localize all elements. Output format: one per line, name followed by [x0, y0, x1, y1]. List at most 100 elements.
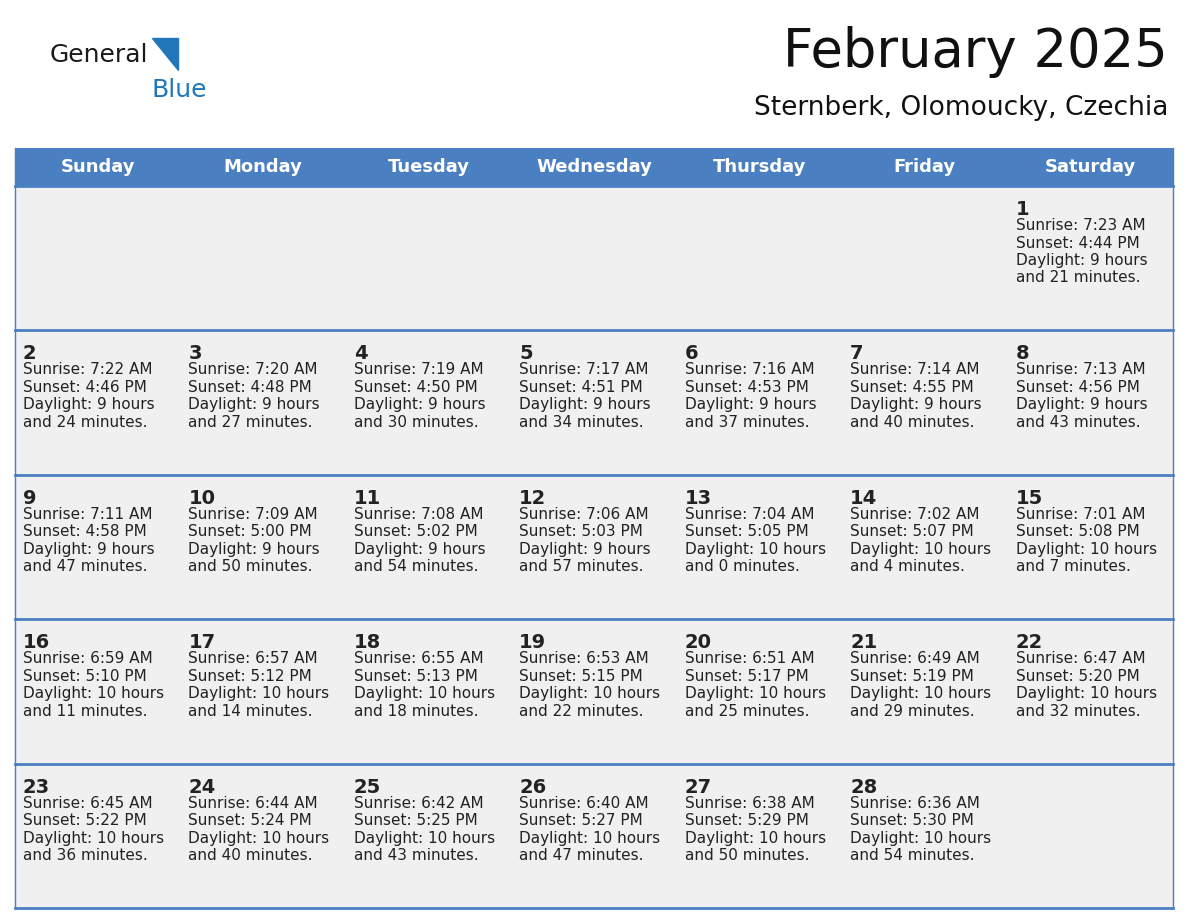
Text: and 43 minutes.: and 43 minutes.: [354, 848, 479, 863]
Text: Sunrise: 7:02 AM: Sunrise: 7:02 AM: [851, 507, 980, 521]
Text: Sunset: 5:27 PM: Sunset: 5:27 PM: [519, 813, 643, 828]
Text: Sunset: 4:56 PM: Sunset: 4:56 PM: [1016, 380, 1139, 395]
Text: Sunrise: 6:57 AM: Sunrise: 6:57 AM: [189, 651, 318, 666]
Text: Daylight: 9 hours: Daylight: 9 hours: [23, 542, 154, 557]
Text: Sunset: 5:15 PM: Sunset: 5:15 PM: [519, 668, 643, 684]
Text: Daylight: 10 hours: Daylight: 10 hours: [1016, 542, 1157, 557]
Text: 6: 6: [684, 344, 699, 364]
Text: Sunset: 5:12 PM: Sunset: 5:12 PM: [189, 668, 312, 684]
Text: Daylight: 9 hours: Daylight: 9 hours: [189, 542, 320, 557]
Text: Sunrise: 7:16 AM: Sunrise: 7:16 AM: [684, 363, 814, 377]
Text: Sunset: 5:22 PM: Sunset: 5:22 PM: [23, 813, 147, 828]
Text: Wednesday: Wednesday: [536, 158, 652, 176]
Text: 8: 8: [1016, 344, 1029, 364]
Text: 19: 19: [519, 633, 546, 652]
Text: 13: 13: [684, 488, 712, 508]
Text: Daylight: 10 hours: Daylight: 10 hours: [519, 831, 661, 845]
Text: Sunset: 4:53 PM: Sunset: 4:53 PM: [684, 380, 809, 395]
Text: 23: 23: [23, 778, 50, 797]
Bar: [15, 620, 1173, 764]
Text: Sunset: 4:48 PM: Sunset: 4:48 PM: [189, 380, 312, 395]
Text: and 24 minutes.: and 24 minutes.: [23, 415, 147, 430]
Text: Sunrise: 7:09 AM: Sunrise: 7:09 AM: [189, 507, 318, 521]
Text: and 54 minutes.: and 54 minutes.: [354, 559, 479, 575]
Text: Daylight: 10 hours: Daylight: 10 hours: [684, 542, 826, 557]
Text: Daylight: 10 hours: Daylight: 10 hours: [851, 686, 991, 701]
Text: and 18 minutes.: and 18 minutes.: [354, 704, 479, 719]
Text: Tuesday: Tuesday: [387, 158, 469, 176]
Text: and 7 minutes.: and 7 minutes.: [1016, 559, 1131, 575]
Text: 2: 2: [23, 344, 37, 364]
Text: Sunrise: 7:19 AM: Sunrise: 7:19 AM: [354, 363, 484, 377]
Text: and 27 minutes.: and 27 minutes.: [189, 415, 312, 430]
Text: and 40 minutes.: and 40 minutes.: [851, 415, 974, 430]
Text: Daylight: 10 hours: Daylight: 10 hours: [519, 686, 661, 701]
Text: Sunset: 5:00 PM: Sunset: 5:00 PM: [189, 524, 312, 539]
Text: Daylight: 9 hours: Daylight: 9 hours: [1016, 253, 1148, 268]
Text: Sunset: 5:19 PM: Sunset: 5:19 PM: [851, 668, 974, 684]
Text: Daylight: 9 hours: Daylight: 9 hours: [354, 542, 486, 557]
Text: Sunrise: 7:22 AM: Sunrise: 7:22 AM: [23, 363, 152, 377]
Text: Daylight: 9 hours: Daylight: 9 hours: [851, 397, 981, 412]
Text: 20: 20: [684, 633, 712, 652]
Text: Daylight: 9 hours: Daylight: 9 hours: [23, 397, 154, 412]
Text: Sunset: 5:13 PM: Sunset: 5:13 PM: [354, 668, 478, 684]
Text: Daylight: 9 hours: Daylight: 9 hours: [354, 397, 486, 412]
Text: Sunrise: 7:04 AM: Sunrise: 7:04 AM: [684, 507, 814, 521]
Text: Daylight: 10 hours: Daylight: 10 hours: [684, 831, 826, 845]
Text: 16: 16: [23, 633, 50, 652]
Text: and 54 minutes.: and 54 minutes.: [851, 848, 974, 863]
Text: Sunrise: 7:14 AM: Sunrise: 7:14 AM: [851, 363, 980, 377]
Text: Daylight: 10 hours: Daylight: 10 hours: [354, 831, 495, 845]
Text: and 40 minutes.: and 40 minutes.: [189, 848, 312, 863]
Text: General: General: [50, 43, 148, 67]
Text: 28: 28: [851, 778, 878, 797]
Text: and 50 minutes.: and 50 minutes.: [189, 559, 312, 575]
Text: Sunrise: 6:53 AM: Sunrise: 6:53 AM: [519, 651, 649, 666]
Text: and 47 minutes.: and 47 minutes.: [519, 848, 644, 863]
Text: Daylight: 10 hours: Daylight: 10 hours: [1016, 686, 1157, 701]
Text: Sunset: 5:10 PM: Sunset: 5:10 PM: [23, 668, 147, 684]
Text: Sunrise: 7:08 AM: Sunrise: 7:08 AM: [354, 507, 484, 521]
Text: February 2025: February 2025: [783, 26, 1168, 78]
Bar: [15, 148, 1173, 186]
Text: Sunset: 4:46 PM: Sunset: 4:46 PM: [23, 380, 147, 395]
Text: and 43 minutes.: and 43 minutes.: [1016, 415, 1140, 430]
Text: Sunrise: 6:47 AM: Sunrise: 6:47 AM: [1016, 651, 1145, 666]
Text: Sunset: 4:44 PM: Sunset: 4:44 PM: [1016, 236, 1139, 251]
Text: 26: 26: [519, 778, 546, 797]
Text: Sunrise: 7:01 AM: Sunrise: 7:01 AM: [1016, 507, 1145, 521]
Text: Sunset: 5:05 PM: Sunset: 5:05 PM: [684, 524, 809, 539]
Text: Sunset: 4:55 PM: Sunset: 4:55 PM: [851, 380, 974, 395]
Text: Sunrise: 6:44 AM: Sunrise: 6:44 AM: [189, 796, 318, 811]
Text: Sunset: 5:24 PM: Sunset: 5:24 PM: [189, 813, 312, 828]
Text: Sunrise: 6:45 AM: Sunrise: 6:45 AM: [23, 796, 152, 811]
Text: 3: 3: [189, 344, 202, 364]
Text: 1: 1: [1016, 200, 1029, 219]
Text: Daylight: 10 hours: Daylight: 10 hours: [851, 542, 991, 557]
Text: Sunday: Sunday: [61, 158, 135, 176]
Text: Monday: Monday: [223, 158, 303, 176]
Text: and 21 minutes.: and 21 minutes.: [1016, 271, 1140, 285]
Text: Sunset: 5:07 PM: Sunset: 5:07 PM: [851, 524, 974, 539]
Text: Thursday: Thursday: [713, 158, 807, 176]
Text: Daylight: 9 hours: Daylight: 9 hours: [1016, 397, 1148, 412]
Text: and 36 minutes.: and 36 minutes.: [23, 848, 147, 863]
Text: Daylight: 10 hours: Daylight: 10 hours: [684, 686, 826, 701]
Text: Daylight: 10 hours: Daylight: 10 hours: [851, 831, 991, 845]
Text: Daylight: 10 hours: Daylight: 10 hours: [23, 686, 164, 701]
Text: and 22 minutes.: and 22 minutes.: [519, 704, 644, 719]
Text: Sunset: 4:50 PM: Sunset: 4:50 PM: [354, 380, 478, 395]
Text: 10: 10: [189, 488, 215, 508]
Text: Daylight: 10 hours: Daylight: 10 hours: [23, 831, 164, 845]
Text: and 0 minutes.: and 0 minutes.: [684, 559, 800, 575]
Text: Sunrise: 6:55 AM: Sunrise: 6:55 AM: [354, 651, 484, 666]
Text: Saturday: Saturday: [1044, 158, 1136, 176]
Text: Sunset: 5:03 PM: Sunset: 5:03 PM: [519, 524, 643, 539]
Text: Sunrise: 7:13 AM: Sunrise: 7:13 AM: [1016, 363, 1145, 377]
Text: Sunrise: 6:59 AM: Sunrise: 6:59 AM: [23, 651, 153, 666]
Text: and 29 minutes.: and 29 minutes.: [851, 704, 975, 719]
Text: and 50 minutes.: and 50 minutes.: [684, 848, 809, 863]
Text: 22: 22: [1016, 633, 1043, 652]
Text: Daylight: 10 hours: Daylight: 10 hours: [354, 686, 495, 701]
